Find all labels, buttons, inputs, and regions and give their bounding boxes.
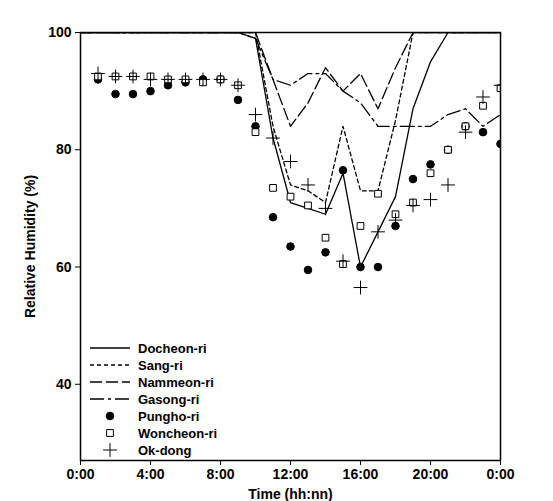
svg-text:Gasong-ri: Gasong-ri	[138, 392, 199, 407]
svg-text:8:00: 8:00	[206, 466, 234, 482]
svg-text:Relative Humidity (%): Relative Humidity (%)	[22, 175, 38, 318]
svg-text:Woncheon-ri: Woncheon-ri	[138, 426, 217, 441]
svg-text:12:00: 12:00	[273, 466, 309, 482]
svg-text:4:00: 4:00	[136, 466, 164, 482]
svg-text:Ok-dong: Ok-dong	[138, 443, 191, 458]
svg-text:80: 80	[56, 141, 72, 157]
svg-text:Sang-ri: Sang-ri	[138, 358, 183, 373]
svg-text:0:00: 0:00	[66, 466, 94, 482]
svg-text:16:00: 16:00	[343, 466, 379, 482]
svg-text:40: 40	[56, 376, 72, 392]
svg-text:100: 100	[48, 24, 72, 40]
svg-text:Time (hh:nn): Time (hh:nn)	[248, 486, 333, 501]
svg-text:Docheon-ri: Docheon-ri	[138, 341, 207, 356]
svg-text:Pungho-ri: Pungho-ri	[138, 409, 199, 424]
svg-text:20:00: 20:00	[413, 466, 449, 482]
svg-text:Nammeon-ri: Nammeon-ri	[138, 375, 214, 390]
svg-text:0:00: 0:00	[486, 466, 514, 482]
svg-text:60: 60	[56, 259, 72, 275]
